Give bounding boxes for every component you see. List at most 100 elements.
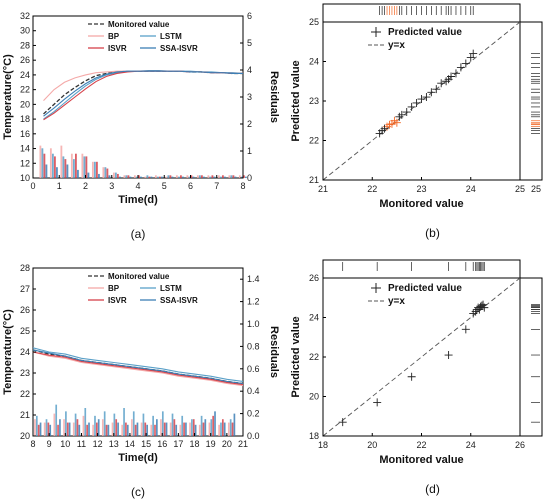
x-tick-label: 24	[466, 184, 476, 194]
y-tick-label: 26	[309, 273, 319, 283]
x-tick-label: 17	[173, 439, 183, 449]
residual-bar	[101, 419, 104, 436]
identity-line	[322, 21, 521, 181]
residual-bar	[39, 145, 42, 178]
residual-bar	[230, 175, 233, 178]
residual-bar	[88, 422, 90, 436]
residual-bar	[188, 176, 191, 178]
data-point	[402, 108, 411, 117]
y2-tick-label: 0.4	[247, 386, 260, 396]
y-tick-label: 25	[20, 326, 30, 336]
residual-bar	[97, 419, 100, 436]
y-tick-label: 16	[20, 129, 30, 139]
x-tick-label: 0	[30, 181, 35, 191]
residual-bar	[86, 424, 88, 436]
residual-bar	[196, 175, 199, 178]
y-tick-label: 20	[20, 99, 30, 109]
y2-tick-label: 0.8	[247, 341, 260, 351]
series-line	[43, 70, 243, 115]
residual-bar	[217, 175, 220, 178]
residual-bar	[189, 422, 191, 436]
residual-bar	[43, 153, 46, 178]
residual-bar	[37, 424, 40, 436]
x-tick-label: 16	[157, 439, 167, 449]
residual-bar	[63, 419, 65, 436]
y-axis-label: Predicted value	[290, 60, 302, 141]
legend-swatch	[371, 283, 381, 293]
legend-entry: SSA-ISVR	[160, 296, 198, 305]
residual-bar	[175, 175, 178, 178]
residual-bar	[224, 176, 226, 178]
residual-bar	[181, 415, 184, 436]
residual-bar	[60, 145, 63, 178]
x-axis-label: Monitored value	[379, 198, 463, 210]
residual-bar	[191, 419, 193, 436]
residual-bar	[81, 153, 84, 178]
residual-bar	[167, 175, 170, 178]
residual-bar	[51, 153, 54, 178]
x-tick-label: 13	[109, 439, 119, 449]
data-point	[385, 120, 394, 129]
residual-bar	[171, 413, 174, 436]
identity-line	[322, 277, 521, 437]
x-tick-label: 14	[125, 439, 135, 449]
residual-bar	[190, 175, 193, 178]
legend-swatch	[371, 27, 381, 37]
data-point	[427, 88, 436, 97]
residual-bar	[148, 176, 151, 178]
residual-bar	[39, 422, 42, 436]
residual-bar	[136, 422, 139, 436]
residual-bar	[238, 175, 241, 178]
residual-bar	[165, 176, 168, 178]
residual-bar	[85, 156, 88, 178]
residual-bar	[207, 175, 210, 178]
data-point	[444, 351, 453, 360]
residual-bar	[156, 419, 158, 436]
y2-tick-label: 0	[247, 173, 252, 183]
y-tick-label: 21	[309, 175, 319, 185]
residual-bar	[45, 164, 48, 178]
residual-bar	[54, 156, 56, 178]
x-tick-label: 8	[240, 181, 245, 191]
residual-bar	[56, 167, 58, 178]
x-axis-label: Monitored value	[379, 454, 463, 466]
x-tick-label: 1	[57, 181, 62, 191]
series-line	[43, 70, 243, 117]
residual-bar	[185, 422, 187, 436]
residual-bar	[160, 419, 162, 436]
residual-bar	[77, 169, 79, 178]
residual-bar	[218, 424, 220, 436]
top-rug-frame	[322, 259, 521, 279]
residual-bar	[125, 422, 127, 436]
data-point	[412, 98, 421, 107]
residual-bar	[161, 411, 164, 436]
y2-tick-label: 3	[247, 92, 252, 102]
x-tick-label: 20	[222, 439, 232, 449]
x-tick-label: 25	[515, 184, 525, 194]
residual-bar	[179, 424, 182, 436]
series-line	[32, 351, 244, 386]
residual-bar	[112, 172, 115, 178]
residual-bar	[161, 176, 163, 178]
residual-bar	[53, 413, 56, 436]
residual-bar	[105, 424, 108, 436]
y-tick-label: 20	[20, 431, 30, 441]
residual-bar	[72, 159, 75, 178]
residual-bar	[133, 175, 136, 178]
residual-bar	[144, 422, 147, 436]
residual-bar	[228, 175, 231, 178]
residual-bar	[180, 175, 182, 178]
residual-bar	[240, 176, 243, 178]
legend-entry: BP	[108, 284, 120, 293]
y-tick-label: 21	[20, 410, 30, 420]
y-tick-label: 22	[20, 389, 30, 399]
y2-tick-label: 1.0	[247, 319, 260, 329]
residual-bar	[154, 424, 156, 436]
panel-caption: (b)	[425, 226, 440, 240]
y2-tick-label: 1.4	[247, 274, 260, 284]
x-tick-label: 24	[466, 440, 476, 450]
y-tick-label: 23	[309, 96, 319, 106]
x-axis-label: Time(d)	[118, 452, 158, 464]
residual-bar	[49, 424, 52, 436]
residual-bar	[104, 167, 107, 178]
